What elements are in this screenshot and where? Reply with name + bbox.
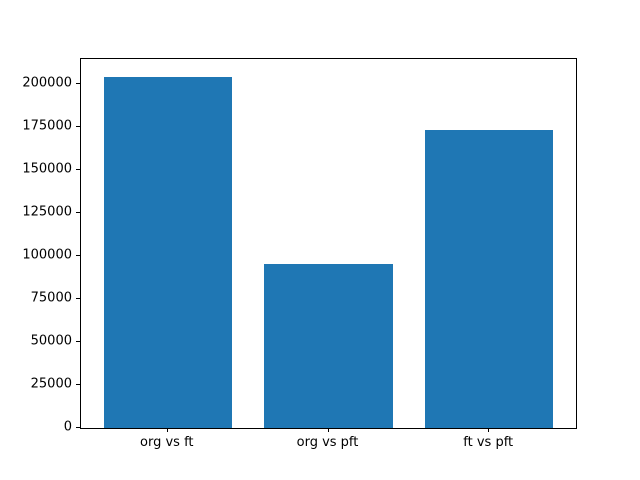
y-tick-mark	[76, 169, 80, 171]
y-tick-label: 0	[63, 419, 72, 435]
bar-org-vs-pft	[264, 263, 393, 428]
y-tick-mark	[76, 212, 80, 214]
bar-ft-vs-pft	[424, 130, 554, 428]
x-tick-mark	[166, 428, 168, 432]
bar-org-vs-ft	[103, 76, 233, 428]
y-tick-mark	[76, 384, 80, 385]
y-tick-label: 25000	[30, 376, 72, 392]
x-tick-label: org vs ft	[140, 435, 194, 450]
y-tick-label: 150000	[22, 161, 72, 177]
y-tick-mark	[76, 255, 80, 257]
y-tick-mark	[76, 341, 80, 343]
y-tick-mark	[76, 83, 80, 85]
y-tick-mark	[76, 126, 80, 128]
y-tick-label: 200000	[22, 75, 72, 91]
y-tick-label: 100000	[22, 247, 72, 263]
plot-area	[80, 58, 577, 429]
x-tick-label: org vs pft	[296, 435, 359, 450]
x-tick-label: ft vs pft	[463, 435, 514, 450]
y-tick-label: 50000	[30, 333, 72, 349]
y-tick-mark	[76, 427, 80, 428]
y-tick-label: 175000	[22, 118, 72, 134]
x-tick-mark	[327, 428, 329, 432]
x-tick-mark	[488, 428, 490, 432]
y-tick-label: 125000	[22, 204, 72, 220]
y-tick-mark	[76, 298, 80, 300]
y-tick-label: 75000	[30, 290, 72, 306]
